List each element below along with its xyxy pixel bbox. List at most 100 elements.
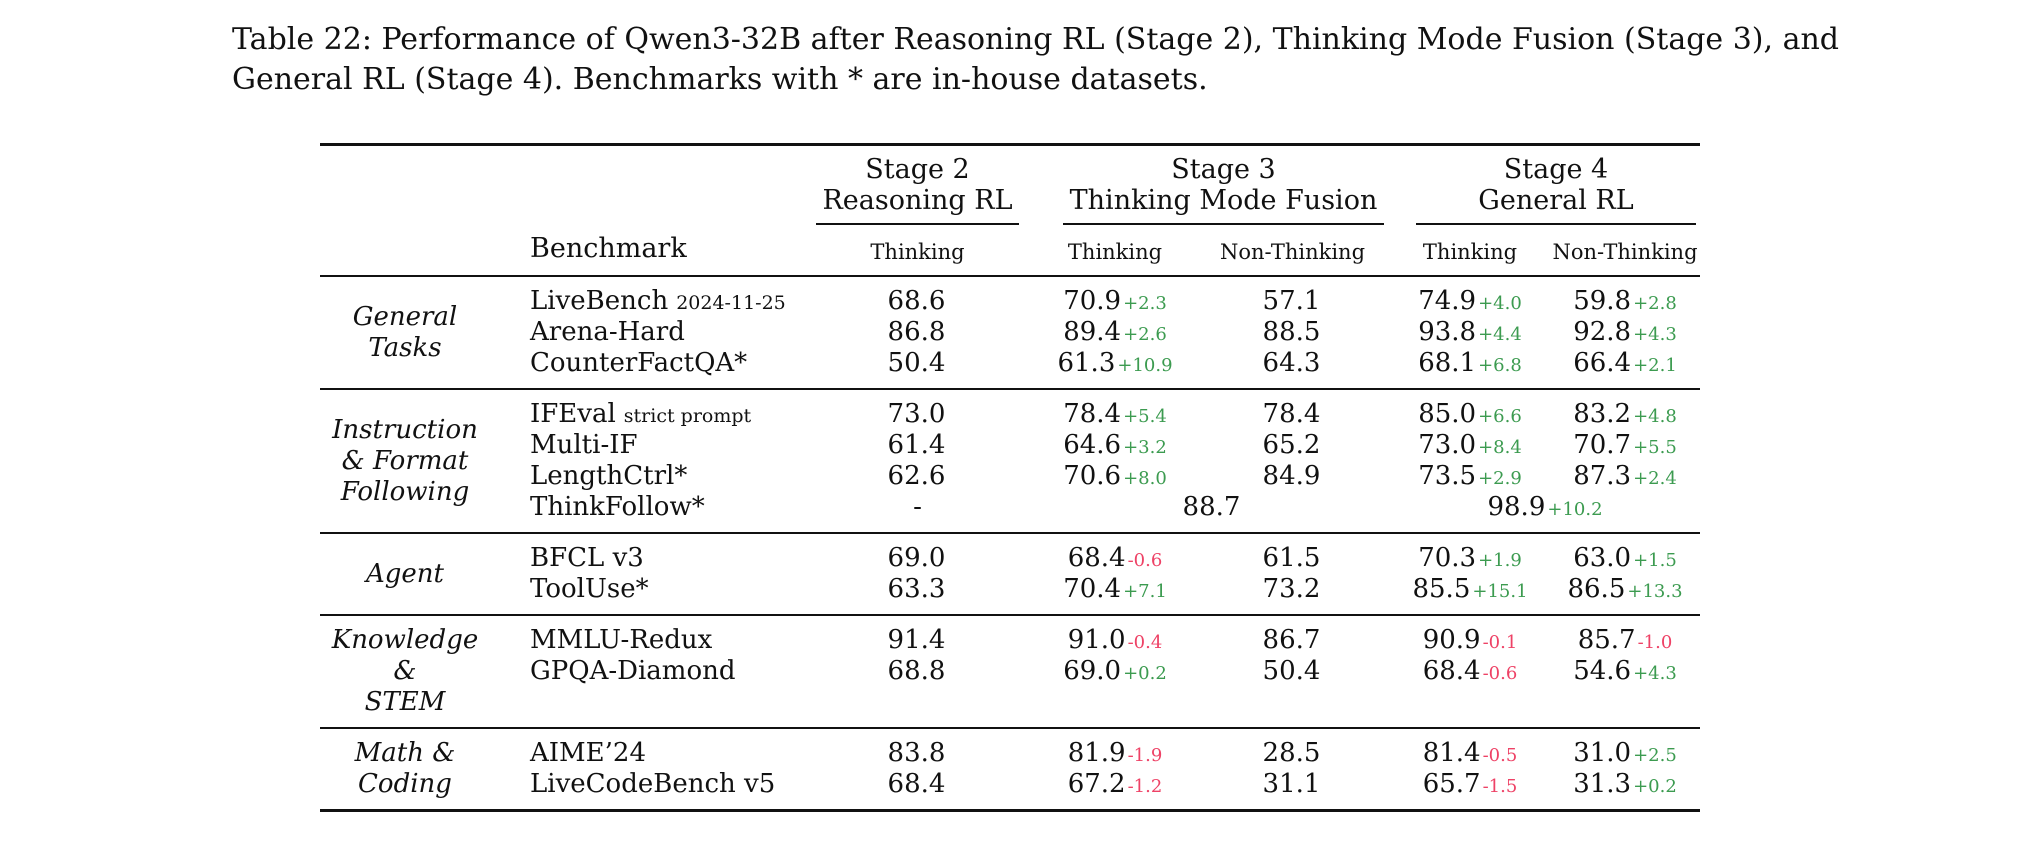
score-cell: 61.4	[800, 430, 1035, 463]
table-row: BFCL v3 69.0 68.4 -0.6 61.5 70.3 +1.9 63.0…	[490, 543, 1700, 574]
score-value: 83.2	[1573, 399, 1632, 429]
table-row: LiveCodeBench v5 68.4 67.2 -1.2 31.1 65.7…	[490, 769, 1700, 800]
score-value: 69.0	[887, 543, 946, 573]
score-cell: 74.9 +4.0	[1390, 286, 1550, 319]
score-delta: -0.1	[1482, 632, 1518, 653]
score-value: 31.3	[1573, 769, 1632, 799]
score-value: 73.2	[1262, 574, 1321, 604]
score-cell: 50.4	[1195, 656, 1390, 689]
score-cell: 92.8 +4.3	[1550, 317, 1700, 350]
score-value: 73.0	[887, 399, 946, 429]
score-cell: 70.4 +7.1	[1035, 574, 1195, 607]
stage4-thinking-header: Thinking	[1422, 240, 1518, 264]
score-cell: 86.5 +13.3	[1550, 574, 1700, 607]
score-value: 88.7	[1182, 492, 1241, 522]
score-value: 68.1	[1418, 348, 1477, 378]
score-value: 31.1	[1262, 769, 1321, 799]
table-row: CounterFactQA* 50.4 61.3 +10.9 64.3 68.1 +…	[490, 348, 1700, 379]
score-cell: 78.4	[1195, 399, 1390, 432]
benchmark-name: GPQA-Diamond	[530, 656, 736, 686]
score-value: 61.4	[887, 430, 946, 460]
score-cell: 83.8	[800, 738, 1035, 771]
score-value: 70.3	[1418, 543, 1477, 573]
score-cell: 70.3 +1.9	[1390, 543, 1550, 576]
stage-4-header: Stage 4 General RL	[1416, 154, 1696, 225]
benchmark-name: AIME’24	[530, 738, 646, 768]
table-row: AIME’24 83.8 81.9 -1.9 28.5 81.4 -0.5 31.0…	[490, 738, 1700, 769]
stage3-thinking-header: Thinking	[1067, 240, 1163, 264]
benchmark-name: Multi-IF	[530, 430, 638, 460]
benchmark-name: Arena-Hard	[530, 317, 685, 347]
score-delta: -0.5	[1482, 745, 1518, 766]
score-delta: +1.5	[1633, 550, 1677, 571]
benchmark-name: CounterFactQA*	[530, 348, 748, 378]
score-cell: 57.1	[1195, 286, 1390, 319]
score-cell: 63.3	[800, 574, 1035, 607]
benchmark-cell: IFEval strict prompt	[490, 399, 800, 432]
benchmark-suffix: 2024-11-25	[676, 292, 786, 314]
score-cell: 50.4	[800, 348, 1035, 381]
score-value: 65.2	[1262, 430, 1321, 460]
score-cell: 91.4	[800, 625, 1035, 658]
score-cell: 88.5	[1195, 317, 1390, 350]
score-value: 93.8	[1418, 317, 1477, 347]
score-value: 91.4	[887, 625, 946, 655]
benchmark-cell: LiveBench 2024-11-25	[490, 286, 800, 319]
score-delta: +4.8	[1633, 406, 1677, 427]
category-label: Knowledge & STEM	[331, 625, 479, 717]
score-value: 78.4	[1262, 399, 1321, 429]
score-value: 63.3	[887, 574, 946, 604]
group-math-coding: Math & Coding AIME’24 83.8 81.9 -1.9 28.5…	[320, 729, 1700, 809]
score-value: 89.4	[1063, 317, 1122, 347]
score-delta: +4.0	[1478, 293, 1522, 314]
score-cell: 90.9 -0.1	[1390, 625, 1550, 658]
score-cell: 85.5 +15.1	[1390, 574, 1550, 607]
score-cell: 65.2	[1195, 430, 1390, 463]
score-delta: +5.5	[1633, 437, 1677, 458]
category-label: Instruction & Format Following	[332, 414, 478, 507]
score-cell: 67.2 -1.2	[1035, 769, 1195, 802]
benchmark-cell: MMLU-Redux	[490, 625, 800, 658]
benchmark-cell: AIME’24	[490, 738, 800, 771]
score-delta: +8.4	[1478, 437, 1522, 458]
score-delta: +3.2	[1123, 437, 1167, 458]
benchmark-name: LiveBench	[530, 286, 669, 316]
score-cell: 81.9 -1.9	[1035, 738, 1195, 771]
benchmark-column-header: Benchmark	[530, 233, 687, 264]
benchmark-name: IFEval	[530, 399, 616, 429]
category-label: Agent	[366, 558, 444, 589]
table-row: LiveBench 2024-11-25 68.6 70.9 +2.3 57.1 7…	[490, 286, 1700, 317]
score-value: 69.0	[1063, 656, 1122, 686]
group-rows: AIME’24 83.8 81.9 -1.9 28.5 81.4 -0.5 31.0…	[490, 738, 1700, 800]
score-cell: 70.9 +2.3	[1035, 286, 1195, 319]
score-value: 64.6	[1063, 430, 1122, 460]
benchmark-name: MMLU-Redux	[530, 625, 713, 655]
benchmark-name: ToolUse*	[530, 574, 649, 604]
score-delta: -0.6	[1127, 550, 1163, 571]
table-row: GPQA-Diamond 68.8 69.0 +0.2 50.4 68.4 -0.6…	[490, 656, 1700, 687]
table-row: IFEval strict prompt 73.0 78.4 +5.4 78.4 8…	[490, 399, 1700, 430]
score-cell: 63.0 +1.5	[1550, 543, 1700, 576]
group-instruction-format-following: Instruction & Format Following IFEval str…	[320, 390, 1700, 534]
score-value: 50.4	[1262, 656, 1321, 686]
score-cell: 73.0 +8.4	[1390, 430, 1550, 463]
score-value: 73.0	[1418, 430, 1477, 460]
score-cell: 69.0	[800, 543, 1035, 576]
score-delta: +2.8	[1633, 293, 1677, 314]
score-delta: +0.2	[1633, 776, 1677, 797]
category-label: General Tasks	[352, 301, 458, 363]
score-value: 85.7	[1577, 625, 1636, 655]
score-delta: +2.9	[1478, 468, 1522, 489]
benchmark-cell: Multi-IF	[490, 430, 800, 463]
score-value: 64.3	[1262, 348, 1321, 378]
score-cell: 68.8	[800, 656, 1035, 689]
score-delta: +6.8	[1478, 355, 1522, 376]
score-cell: 89.4 +2.6	[1035, 317, 1195, 350]
benchmark-name: LengthCtrl*	[530, 461, 688, 491]
score-value: 70.6	[1063, 461, 1122, 491]
score-value: 68.4	[1422, 656, 1481, 686]
score-value: 90.9	[1422, 625, 1481, 655]
score-delta: +2.3	[1123, 293, 1167, 314]
stage2-thinking-header: Thinking	[870, 240, 965, 264]
score-delta: +4.4	[1478, 324, 1522, 345]
